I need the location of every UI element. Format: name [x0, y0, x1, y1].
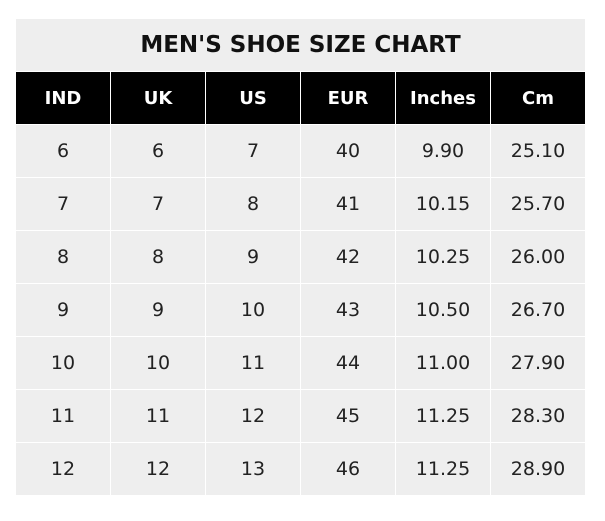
table-cell: 8: [205, 177, 301, 231]
table-cell: 41: [300, 177, 396, 231]
table-cell: 8: [110, 230, 206, 284]
table-cell: 11: [205, 336, 301, 390]
table-row: 10 10 11 44 11.00 27.90: [15, 336, 586, 390]
table-cell: 11.00: [395, 336, 491, 390]
table-row: 9 9 10 43 10.50 26.70: [15, 283, 586, 337]
table-cell: 10: [205, 283, 301, 337]
table-cell: 25.10: [490, 124, 586, 178]
table-cell: 26.00: [490, 230, 586, 284]
table-cell: 9: [110, 283, 206, 337]
table-cell: 9: [15, 283, 111, 337]
table-cell: 10.50: [395, 283, 491, 337]
table-cell: 27.90: [490, 336, 586, 390]
column-header: UK: [110, 71, 206, 125]
table-row: 6 6 7 40 9.90 25.10: [15, 124, 586, 178]
table-cell: 7: [110, 177, 206, 231]
table-cell: 43: [300, 283, 396, 337]
table-cell: 6: [15, 124, 111, 178]
table-cell: 7: [15, 177, 111, 231]
table-cell: 40: [300, 124, 396, 178]
table-cell: 6: [110, 124, 206, 178]
header-row: IND UK US EUR Inches Cm: [15, 71, 586, 125]
table-cell: 10: [15, 336, 111, 390]
table-cell: 11: [110, 389, 206, 443]
table-cell: 11: [15, 389, 111, 443]
table-cell: 7: [205, 124, 301, 178]
table-cell: 13: [205, 442, 301, 496]
column-header: Cm: [490, 71, 586, 125]
table-cell: 25.70: [490, 177, 586, 231]
shoe-size-table: MEN'S SHOE SIZE CHART IND UK US EUR Inches Cm…: [15, 18, 586, 496]
table-cell: 28.90: [490, 442, 586, 496]
column-header: EUR: [300, 71, 396, 125]
table-cell: 9: [205, 230, 301, 284]
table-cell: 26.70: [490, 283, 586, 337]
table-cell: 46: [300, 442, 396, 496]
column-header: IND: [15, 71, 111, 125]
table-cell: 10.15: [395, 177, 491, 231]
table-cell: 10: [110, 336, 206, 390]
table-cell: 10.25: [395, 230, 491, 284]
table-cell: 28.30: [490, 389, 586, 443]
table-cell: 45: [300, 389, 396, 443]
table-cell: 12: [15, 442, 111, 496]
table-cell: 11.25: [395, 389, 491, 443]
table-row: 7 7 8 41 10.15 25.70: [15, 177, 586, 231]
column-header: US: [205, 71, 301, 125]
table-cell: 8: [15, 230, 111, 284]
table-cell: 12: [205, 389, 301, 443]
table-row: 11 11 12 45 11.25 28.30: [15, 389, 586, 443]
table-cell: 12: [110, 442, 206, 496]
table-row: 12 12 13 46 11.25 28.90: [15, 442, 586, 496]
table-cell: 42: [300, 230, 396, 284]
table-row: 8 8 9 42 10.25 26.00: [15, 230, 586, 284]
table-title: MEN'S SHOE SIZE CHART: [15, 18, 586, 72]
table-cell: 44: [300, 336, 396, 390]
column-header: Inches: [395, 71, 491, 125]
table-cell: 11.25: [395, 442, 491, 496]
table-cell: 9.90: [395, 124, 491, 178]
